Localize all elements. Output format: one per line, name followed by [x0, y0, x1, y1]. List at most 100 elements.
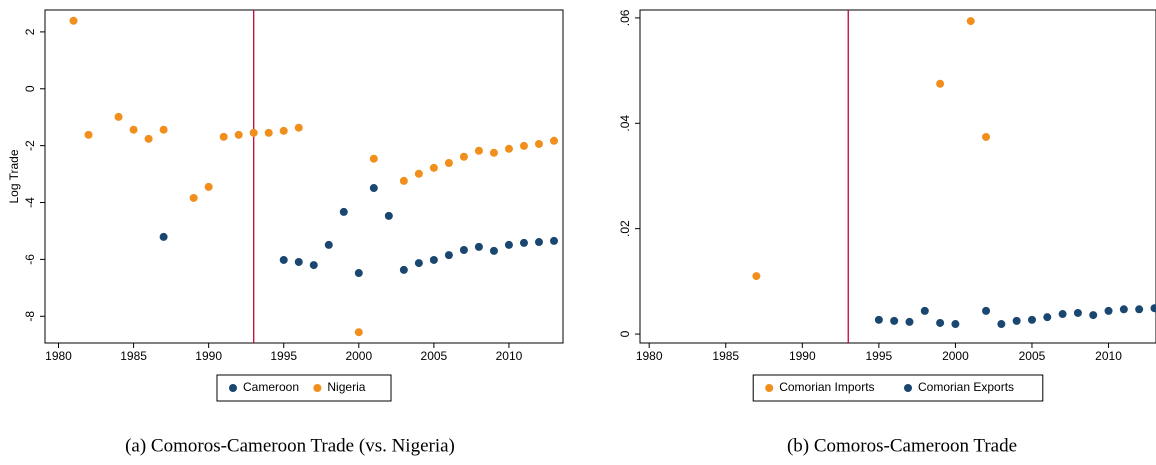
point: [982, 306, 991, 315]
point: [279, 255, 288, 264]
point: [905, 317, 914, 326]
point: [1027, 315, 1036, 324]
legend-marker: [904, 384, 912, 392]
x-tick-label: 2005: [421, 349, 448, 363]
point: [369, 184, 378, 193]
point: [474, 146, 483, 155]
x-tick-label: 2005: [1019, 349, 1046, 363]
legend-marker: [313, 384, 322, 392]
y-tick-label: 2: [23, 28, 37, 35]
point: [144, 134, 153, 143]
point: [414, 169, 423, 178]
point: [459, 246, 468, 255]
y-tick-label: 0: [618, 330, 632, 337]
point: [519, 141, 528, 150]
point: [890, 316, 899, 325]
x-tick-label: 2010: [496, 349, 523, 363]
point: [1058, 310, 1067, 319]
x-tick-label: 1990: [789, 349, 816, 363]
point: [549, 136, 558, 145]
point: [159, 232, 168, 241]
point: [1089, 311, 1098, 320]
legend: Cameroon Nigeria: [216, 374, 392, 402]
point: [84, 130, 93, 139]
legend-label: Nigeria: [327, 380, 365, 394]
point: [504, 240, 513, 249]
x-tick-label: 1995: [270, 349, 297, 363]
point: [489, 246, 498, 255]
point: [324, 240, 333, 249]
legend-box: [752, 374, 1044, 402]
point: [129, 125, 138, 134]
caption: (b) Comoros-Cameroon Trade: [787, 435, 1017, 456]
point: [219, 132, 228, 141]
point: [189, 193, 198, 202]
x-tick-label: 2000: [942, 349, 969, 363]
legend-marker: [765, 384, 774, 392]
point: [159, 125, 168, 134]
x-tick-label: 1980: [45, 349, 72, 363]
point: [444, 158, 453, 167]
point: [279, 126, 288, 135]
point: [429, 163, 438, 172]
point: [474, 242, 483, 251]
x-tick-label: 1980: [636, 349, 663, 363]
x-tick-label: 1985: [712, 349, 739, 363]
point: [549, 236, 558, 245]
y-axis-label: Log Trade: [7, 149, 21, 203]
point: [752, 272, 761, 281]
legend-label: Comorian Exports: [918, 380, 1014, 394]
point: [1104, 306, 1113, 315]
point: [1012, 316, 1021, 325]
caption: (a) Comoros-Cameroon Trade (vs. Nigeria): [125, 435, 455, 456]
point: [429, 255, 438, 264]
point: [339, 207, 348, 216]
point: [504, 144, 513, 153]
y-tick-label: -2: [23, 140, 37, 151]
point: [459, 152, 468, 161]
y-tick-label: -4: [23, 197, 37, 208]
point: [369, 154, 378, 163]
point: [1135, 305, 1144, 314]
legend-label: Comorian Imports: [779, 380, 874, 394]
point: [1073, 308, 1082, 317]
point: [951, 320, 960, 329]
y-tick-label: .02: [618, 220, 632, 237]
point: [69, 16, 78, 25]
point: [399, 265, 408, 274]
legend-marker: [229, 384, 237, 392]
point: [997, 320, 1006, 329]
point: [384, 211, 393, 220]
point: [1043, 313, 1052, 322]
point: [936, 79, 945, 88]
point: [936, 318, 945, 327]
point: [234, 130, 243, 139]
legend-box: [216, 374, 392, 402]
point: [489, 148, 498, 157]
point: [1119, 305, 1128, 314]
plot-area: [639, 9, 1156, 344]
point: [354, 328, 363, 337]
point: [444, 251, 453, 260]
y-tick-label: .04: [618, 115, 632, 132]
x-tick-label: 1985: [120, 349, 147, 363]
point: [966, 17, 975, 26]
point: [399, 176, 408, 185]
x-tick-label: 2000: [345, 349, 372, 363]
point: [354, 269, 363, 278]
point: [249, 128, 258, 137]
y-tick-label: 0: [23, 85, 37, 92]
point: [534, 139, 543, 148]
y-tick-label: -8: [23, 311, 37, 322]
plot-area: [44, 9, 564, 344]
point: [204, 182, 213, 191]
point: [874, 315, 883, 324]
y-tick-label: -6: [23, 254, 37, 265]
legend: Comorian Imports Comorian Exports: [752, 374, 1044, 402]
point: [920, 306, 929, 315]
point: [1150, 304, 1156, 313]
point: [114, 112, 123, 121]
point: [264, 128, 273, 137]
y-tick-label: .06: [618, 9, 632, 26]
